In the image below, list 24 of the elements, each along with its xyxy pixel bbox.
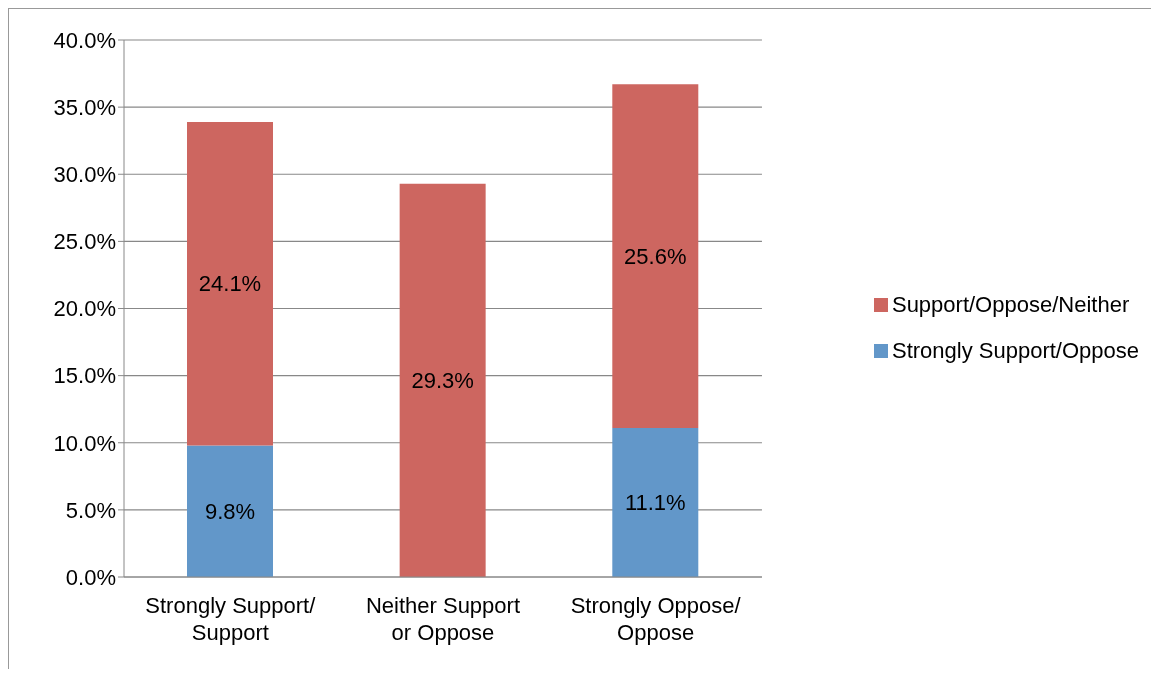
y-tick-label: 15.0% bbox=[53, 363, 116, 389]
x-tick-label: Strongly Oppose/ Oppose bbox=[570, 593, 742, 645]
y-tick-label: 10.0% bbox=[53, 430, 116, 456]
y-tick-label: 20.0% bbox=[53, 296, 116, 322]
y-tick-label: 35.0% bbox=[53, 94, 116, 120]
bar bbox=[612, 427, 699, 577]
bar bbox=[612, 84, 699, 428]
bar bbox=[187, 445, 273, 577]
legend-label: Strongly Support/Oppose bbox=[891, 338, 1139, 364]
bar bbox=[399, 183, 486, 577]
data-label: 11.1% bbox=[624, 490, 686, 516]
bar bbox=[187, 121, 273, 446]
y-tick-label: 5.0% bbox=[65, 497, 116, 523]
x-tick-label: Neither Support or Oppose bbox=[365, 593, 521, 645]
y-tick-label: 40.0% bbox=[53, 27, 116, 53]
data-label: 29.3% bbox=[411, 368, 474, 394]
y-tick-label: 0.0% bbox=[65, 564, 116, 590]
data-label: 24.1% bbox=[198, 271, 262, 297]
y-tick-label: 30.0% bbox=[53, 162, 116, 188]
data-label: 9.8% bbox=[204, 499, 256, 525]
x-tick-label: Strongly Support/ Support bbox=[145, 593, 317, 645]
y-tick-label: 25.0% bbox=[53, 229, 116, 255]
legend-label: Support/Oppose/Neither bbox=[891, 292, 1130, 318]
data-label: 25.6% bbox=[624, 243, 687, 269]
